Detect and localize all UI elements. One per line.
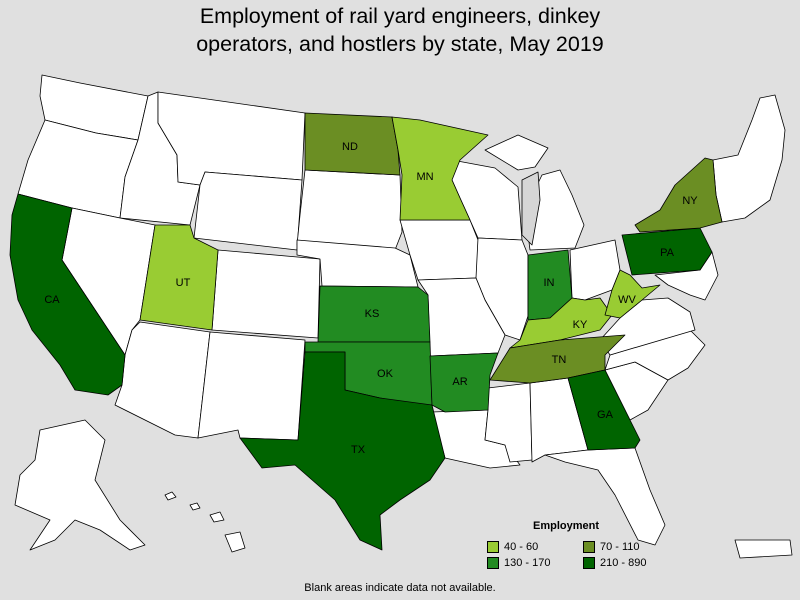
legend-title: Employment [533, 520, 600, 532]
label-OK: OK [377, 368, 394, 380]
label-MN: MN [416, 171, 433, 183]
state-AK[interactable] [14, 419, 146, 551]
state-UT[interactable] [139, 224, 219, 331]
label-ND: ND [342, 141, 358, 153]
state-SD[interactable] [296, 169, 403, 251]
state-KS[interactable] [317, 285, 431, 343]
legend-label: 70 - 110 [600, 541, 640, 553]
data-states [9, 112, 723, 551]
label-UT: UT [176, 277, 191, 289]
label-TX: TX [351, 444, 366, 456]
label-WV: WV [618, 294, 636, 306]
legend-swatch [487, 541, 499, 553]
state-WV[interactable] [604, 269, 661, 319]
state-MN[interactable] [391, 116, 489, 221]
state-CO[interactable] [211, 249, 321, 339]
legend-item-130-170: 130 - 170 [487, 556, 550, 570]
lake-michigan [521, 171, 541, 246]
state-ND[interactable] [304, 112, 401, 176]
state-WY[interactable] [193, 171, 303, 251]
label-IN: IN [544, 277, 555, 289]
state-TX[interactable] [239, 351, 446, 551]
state-MI-upper[interactable] [484, 134, 549, 171]
label-TN: TN [552, 354, 567, 366]
state-NY[interactable] [634, 157, 723, 233]
label-KS: KS [365, 308, 380, 320]
legend-label: 130 - 170 [504, 557, 551, 569]
label-KY: KY [573, 319, 588, 331]
state-NC[interactable] [604, 329, 706, 381]
legend-item-70-110: 70 - 110 [583, 540, 640, 554]
state-NM[interactable] [197, 331, 306, 441]
label-AR: AR [452, 376, 467, 388]
map-title: Employment of rail yard engineers, dinke… [196, 4, 604, 56]
label-PA: PA [660, 247, 675, 259]
state-CA[interactable] [9, 193, 126, 396]
legend-swatch [583, 541, 595, 553]
legend-label: 40 - 60 [504, 541, 539, 553]
legend-label: 210 - 890 [600, 557, 647, 569]
label-NY: NY [682, 195, 698, 207]
state-HI[interactable] [164, 491, 246, 553]
footnote: Blank areas indicate data not available. [304, 582, 496, 594]
state-AR[interactable] [429, 352, 499, 413]
legend-swatch [583, 557, 595, 569]
non-contiguous [14, 419, 793, 559]
legend: Employment 40 - 60 70 - 110 130 - 170 21… [487, 520, 647, 580]
blank-states [17, 74, 786, 546]
state-labels: CA UT ND MN KS OK TX AR IN KY TN GA WV P… [44, 141, 698, 456]
territory-PR[interactable] [734, 539, 793, 559]
label-CA: CA [44, 294, 60, 306]
state-GA[interactable] [567, 369, 641, 451]
legend-item-210-890: 210 - 890 [583, 556, 646, 570]
legend-item-40-60: 40 - 60 [487, 540, 538, 554]
state-AZ[interactable] [114, 321, 211, 439]
state-New-England[interactable] [712, 94, 786, 223]
legend-swatch [487, 557, 499, 569]
state-MT[interactable] [157, 91, 306, 186]
label-GA: GA [597, 409, 614, 421]
